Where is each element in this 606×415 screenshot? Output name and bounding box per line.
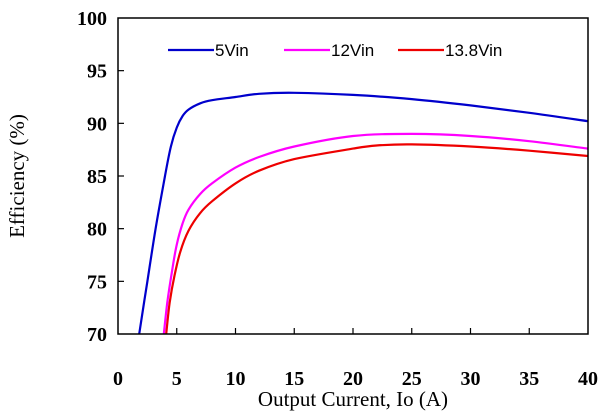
x-tick-label: 0 xyxy=(113,368,123,390)
y-tick-label: 75 xyxy=(87,271,107,293)
y-tick-label: 85 xyxy=(87,166,107,188)
series-line-2 xyxy=(166,144,588,334)
y-tick-label: 90 xyxy=(87,113,107,135)
x-tick-label: 5 xyxy=(172,368,182,390)
x-tick-label: 40 xyxy=(578,368,598,390)
legend: 5Vin 12Vin 13.8Vin xyxy=(168,41,502,60)
y-tick-label: 100 xyxy=(77,8,107,30)
x-axis-label: Output Current, Io (A) xyxy=(258,387,448,411)
x-tick-label: 35 xyxy=(519,368,539,390)
x-tick-label: 10 xyxy=(226,368,246,390)
x-tick-label: 30 xyxy=(461,368,481,390)
series-line-1 xyxy=(164,134,588,334)
y-tick-label: 95 xyxy=(87,61,107,83)
series-layer xyxy=(139,93,588,334)
legend-label: 13.8Vin xyxy=(445,41,502,60)
series-line-0 xyxy=(139,93,588,334)
y-axis-label: Efficiency (%) xyxy=(5,114,29,238)
legend-label: 12Vin xyxy=(331,41,374,60)
y-tick-label: 70 xyxy=(87,324,107,346)
plot-frame xyxy=(118,18,588,334)
y-tick-label: 80 xyxy=(87,219,107,241)
legend-label: 5Vin xyxy=(215,41,249,60)
